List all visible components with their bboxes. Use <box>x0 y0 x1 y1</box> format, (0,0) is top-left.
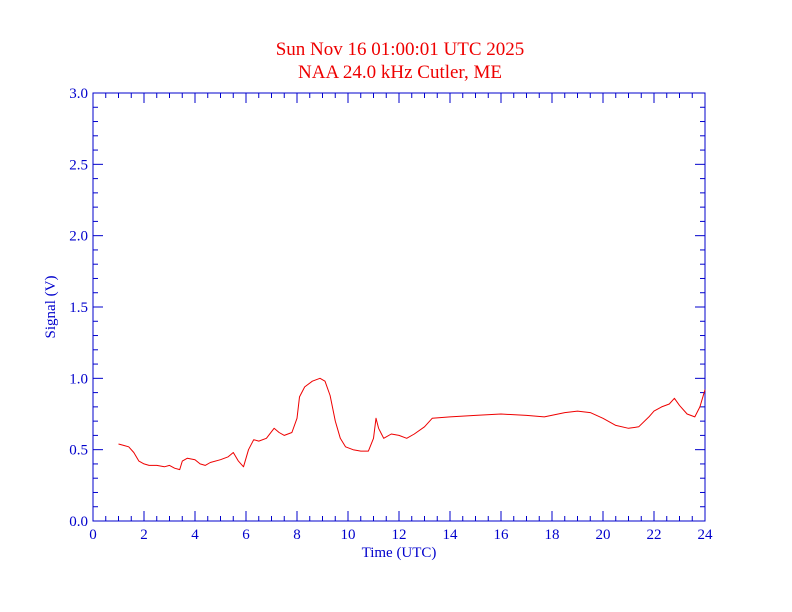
plot-frame <box>92 92 706 522</box>
x-tick-label: 6 <box>242 527 250 543</box>
x-tick-label: 24 <box>698 527 714 543</box>
x-tick-label: 16 <box>494 527 510 543</box>
x-tick-label: 12 <box>392 527 407 543</box>
axes-frame <box>92 92 706 522</box>
x-tick-label: 0 <box>89 527 97 543</box>
x-tick-label: 4 <box>191 527 199 543</box>
axis-ticks: 0 2 4 6 8 10 12 14 16 18 20 22 240.00.51.01.52.02.53… <box>69 86 713 543</box>
x-axis-label: Time (UTC) <box>362 545 437 561</box>
chart-title: Sun Nov 16 01:00:01 UTC 2025 <box>276 39 525 60</box>
y-tick-label: 0.0 <box>69 514 88 530</box>
chart-subtitle: NAA 24.0 kHz Cutler, ME <box>298 62 502 83</box>
x-tick-label: 18 <box>545 527 560 543</box>
series-layer <box>118 377 706 471</box>
x-tick-label: 14 <box>443 527 459 543</box>
y-tick-label: 3.0 <box>69 86 88 102</box>
x-tick-label: 22 <box>647 527 662 543</box>
x-tick-label: 10 <box>341 527 356 543</box>
signal-series-line <box>118 377 706 471</box>
x-tick-label: 8 <box>293 527 301 543</box>
y-tick-label: 2.5 <box>69 157 88 173</box>
x-tick-label: 20 <box>596 527 611 543</box>
y-tick-label: 1.0 <box>69 371 88 387</box>
y-tick-label: 0.5 <box>69 443 88 459</box>
y-axis-label: Signal (V) <box>43 276 59 339</box>
x-tick-label: 2 <box>140 527 148 543</box>
y-tick-label: 2.0 <box>69 229 88 245</box>
y-tick-label: 1.5 <box>69 300 88 316</box>
